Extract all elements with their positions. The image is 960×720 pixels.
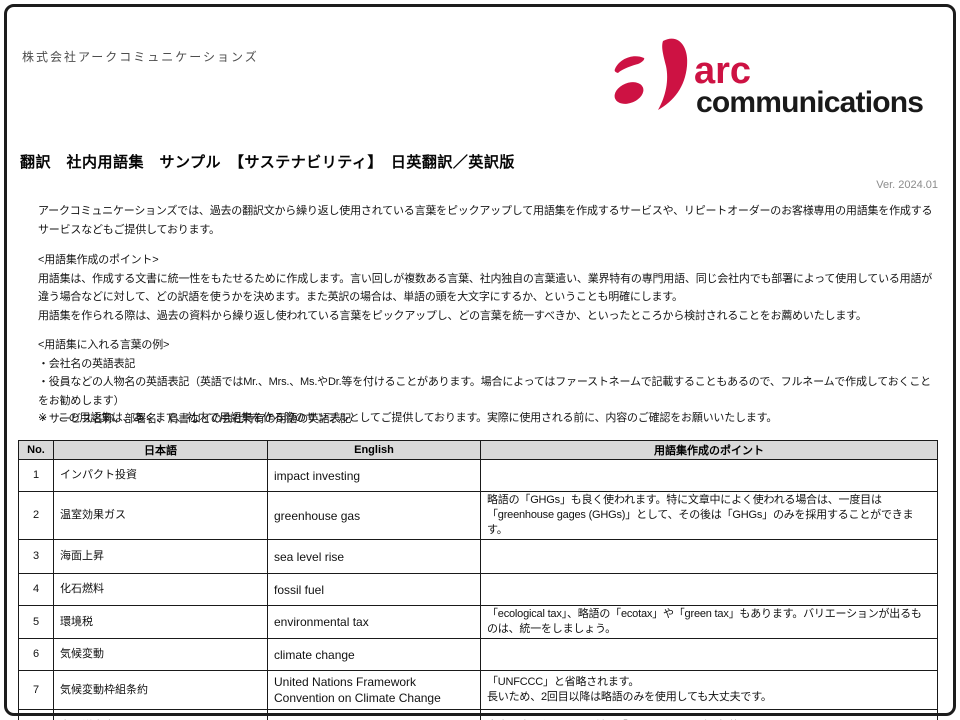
- logo-mark-icon: [614, 38, 688, 110]
- cell-no: 3: [18, 539, 54, 574]
- bullet-item: ・サービス名称、部署名、肩書などの会社特有の用語の英語表記: [38, 413, 352, 425]
- glossary-table: No. 日本語 English 用語集作成のポイント 1 インパクト投資 imp…: [18, 440, 938, 720]
- cell-point: [480, 573, 938, 606]
- section-paragraph: 用語集を作られる際は、過去の資料から繰り返し使われている言葉をピックアップし、ど…: [38, 309, 867, 322]
- cell-japanese: インパクト投資: [53, 459, 268, 492]
- section-heading: <用語集作成のポイント>: [38, 254, 159, 266]
- version-label: Ver. 2024.01: [876, 179, 938, 191]
- disclaimer-note: ※ この用語集は、あくまで、社内で用語集を作る際のサンプルとしてご提供しておりま…: [38, 412, 778, 424]
- cell-japanese: 温室効果ガス: [53, 491, 268, 540]
- bullet-item: ・役員などの人物名の英語表記（英語ではMr.、Mrs.、Ms.やDr.等を付ける…: [38, 376, 931, 407]
- cell-japanese: 気候変動枠組条約: [53, 670, 268, 710]
- cell-no: 7: [18, 670, 54, 710]
- cell-english: sea level rise: [267, 539, 481, 574]
- cell-english: environmental tax: [267, 605, 481, 639]
- section-heading: <用語集に入れる言葉の例>: [38, 339, 170, 351]
- column-header-no: No.: [18, 440, 54, 460]
- cell-point: [480, 638, 938, 671]
- bullet-item: ・会社名の英語表記: [38, 357, 136, 370]
- section-paragraph: 用語集は、作成する文書に統一性をもたせるために作成します。言い回しが複数ある言葉…: [38, 272, 933, 304]
- arc-communications-logo: arc communications: [608, 24, 944, 120]
- cell-english: fossil fuel: [267, 573, 481, 606]
- section-example-words: <用語集に入れる言葉の例> ・会社名の英語表記 ・役員などの人物名の英語表記（英…: [38, 336, 940, 429]
- cell-english: Kyoto Protocol: [267, 709, 481, 720]
- section-glossary-points: <用語集作成のポイント> 用語集は、作成する文書に統一性をもたせるために作成しま…: [38, 251, 940, 325]
- logo-word-communications: communications: [696, 86, 923, 119]
- cell-english: impact investing: [267, 459, 481, 492]
- cell-no: 5: [18, 605, 54, 639]
- table-row: 2 温室効果ガス greenhouse gas 略語の「GHGs」も良く使われま…: [18, 491, 938, 540]
- cell-japanese: 気候変動: [53, 638, 268, 671]
- cell-english: greenhouse gas: [267, 491, 481, 540]
- table-row: 7 気候変動枠組条約 United Nations Framework Conv…: [18, 670, 938, 710]
- table-row: 1 インパクト投資 impact investing: [18, 459, 938, 492]
- document-title: 翻訳 社内用語集 サンプル 【サステナビリティ】 日英翻訳／英訳版: [20, 154, 515, 171]
- table-row: 5 環境税 environmental tax 「ecological tax」…: [18, 605, 938, 639]
- column-header-japanese: 日本語: [53, 440, 268, 460]
- cell-no: 8: [18, 709, 54, 720]
- cell-no: 6: [18, 638, 54, 671]
- cell-point: [480, 539, 938, 574]
- table-row: 8 京都議定書 Kyoto Protocol 文章の中に使う時は、前に「the」…: [18, 709, 938, 720]
- cell-point: 「UNFCCC」と省略されます。 長いため、2回目以降は略語のみを使用しても大丈…: [480, 670, 938, 710]
- cell-point: 略語の「GHGs」も良く使われます。特に文章中によく使われる場合は、一度目は「g…: [480, 491, 938, 540]
- cell-japanese: 海面上昇: [53, 539, 268, 574]
- table-row: 3 海面上昇 sea level rise: [18, 539, 938, 574]
- cell-japanese: 京都議定書: [53, 709, 268, 720]
- cell-point: 「ecological tax」、略語の「ecotax」や「green tax」…: [480, 605, 938, 639]
- table-row: 6 気候変動 climate change: [18, 638, 938, 671]
- cell-japanese: 環境税: [53, 605, 268, 639]
- table-header-row: No. 日本語 English 用語集作成のポイント: [18, 440, 938, 460]
- table-row: 4 化石燃料 fossil fuel: [18, 573, 938, 606]
- cell-point: [480, 459, 938, 492]
- cell-no: 4: [18, 573, 54, 606]
- logo-graphic: arc communications: [614, 38, 924, 119]
- cell-no: 1: [18, 459, 54, 492]
- column-header-points: 用語集作成のポイント: [480, 440, 938, 460]
- intro-paragraph: アークコミュニケーションズでは、過去の翻訳文から繰り返し使用されている言葉をピッ…: [38, 205, 933, 236]
- cell-english: climate change: [267, 638, 481, 671]
- logo-word-arc: arc: [694, 50, 751, 92]
- column-header-english: English: [267, 440, 481, 460]
- cell-english: United Nations Framework Convention on C…: [267, 670, 481, 710]
- cell-japanese: 化石燃料: [53, 573, 268, 606]
- company-name: 株式会社アークコミュニケーションズ: [22, 50, 259, 64]
- cell-point: 文章の中に使う時は、前に「the」を使うのが一般的です。: [480, 709, 938, 720]
- cell-no: 2: [18, 491, 54, 540]
